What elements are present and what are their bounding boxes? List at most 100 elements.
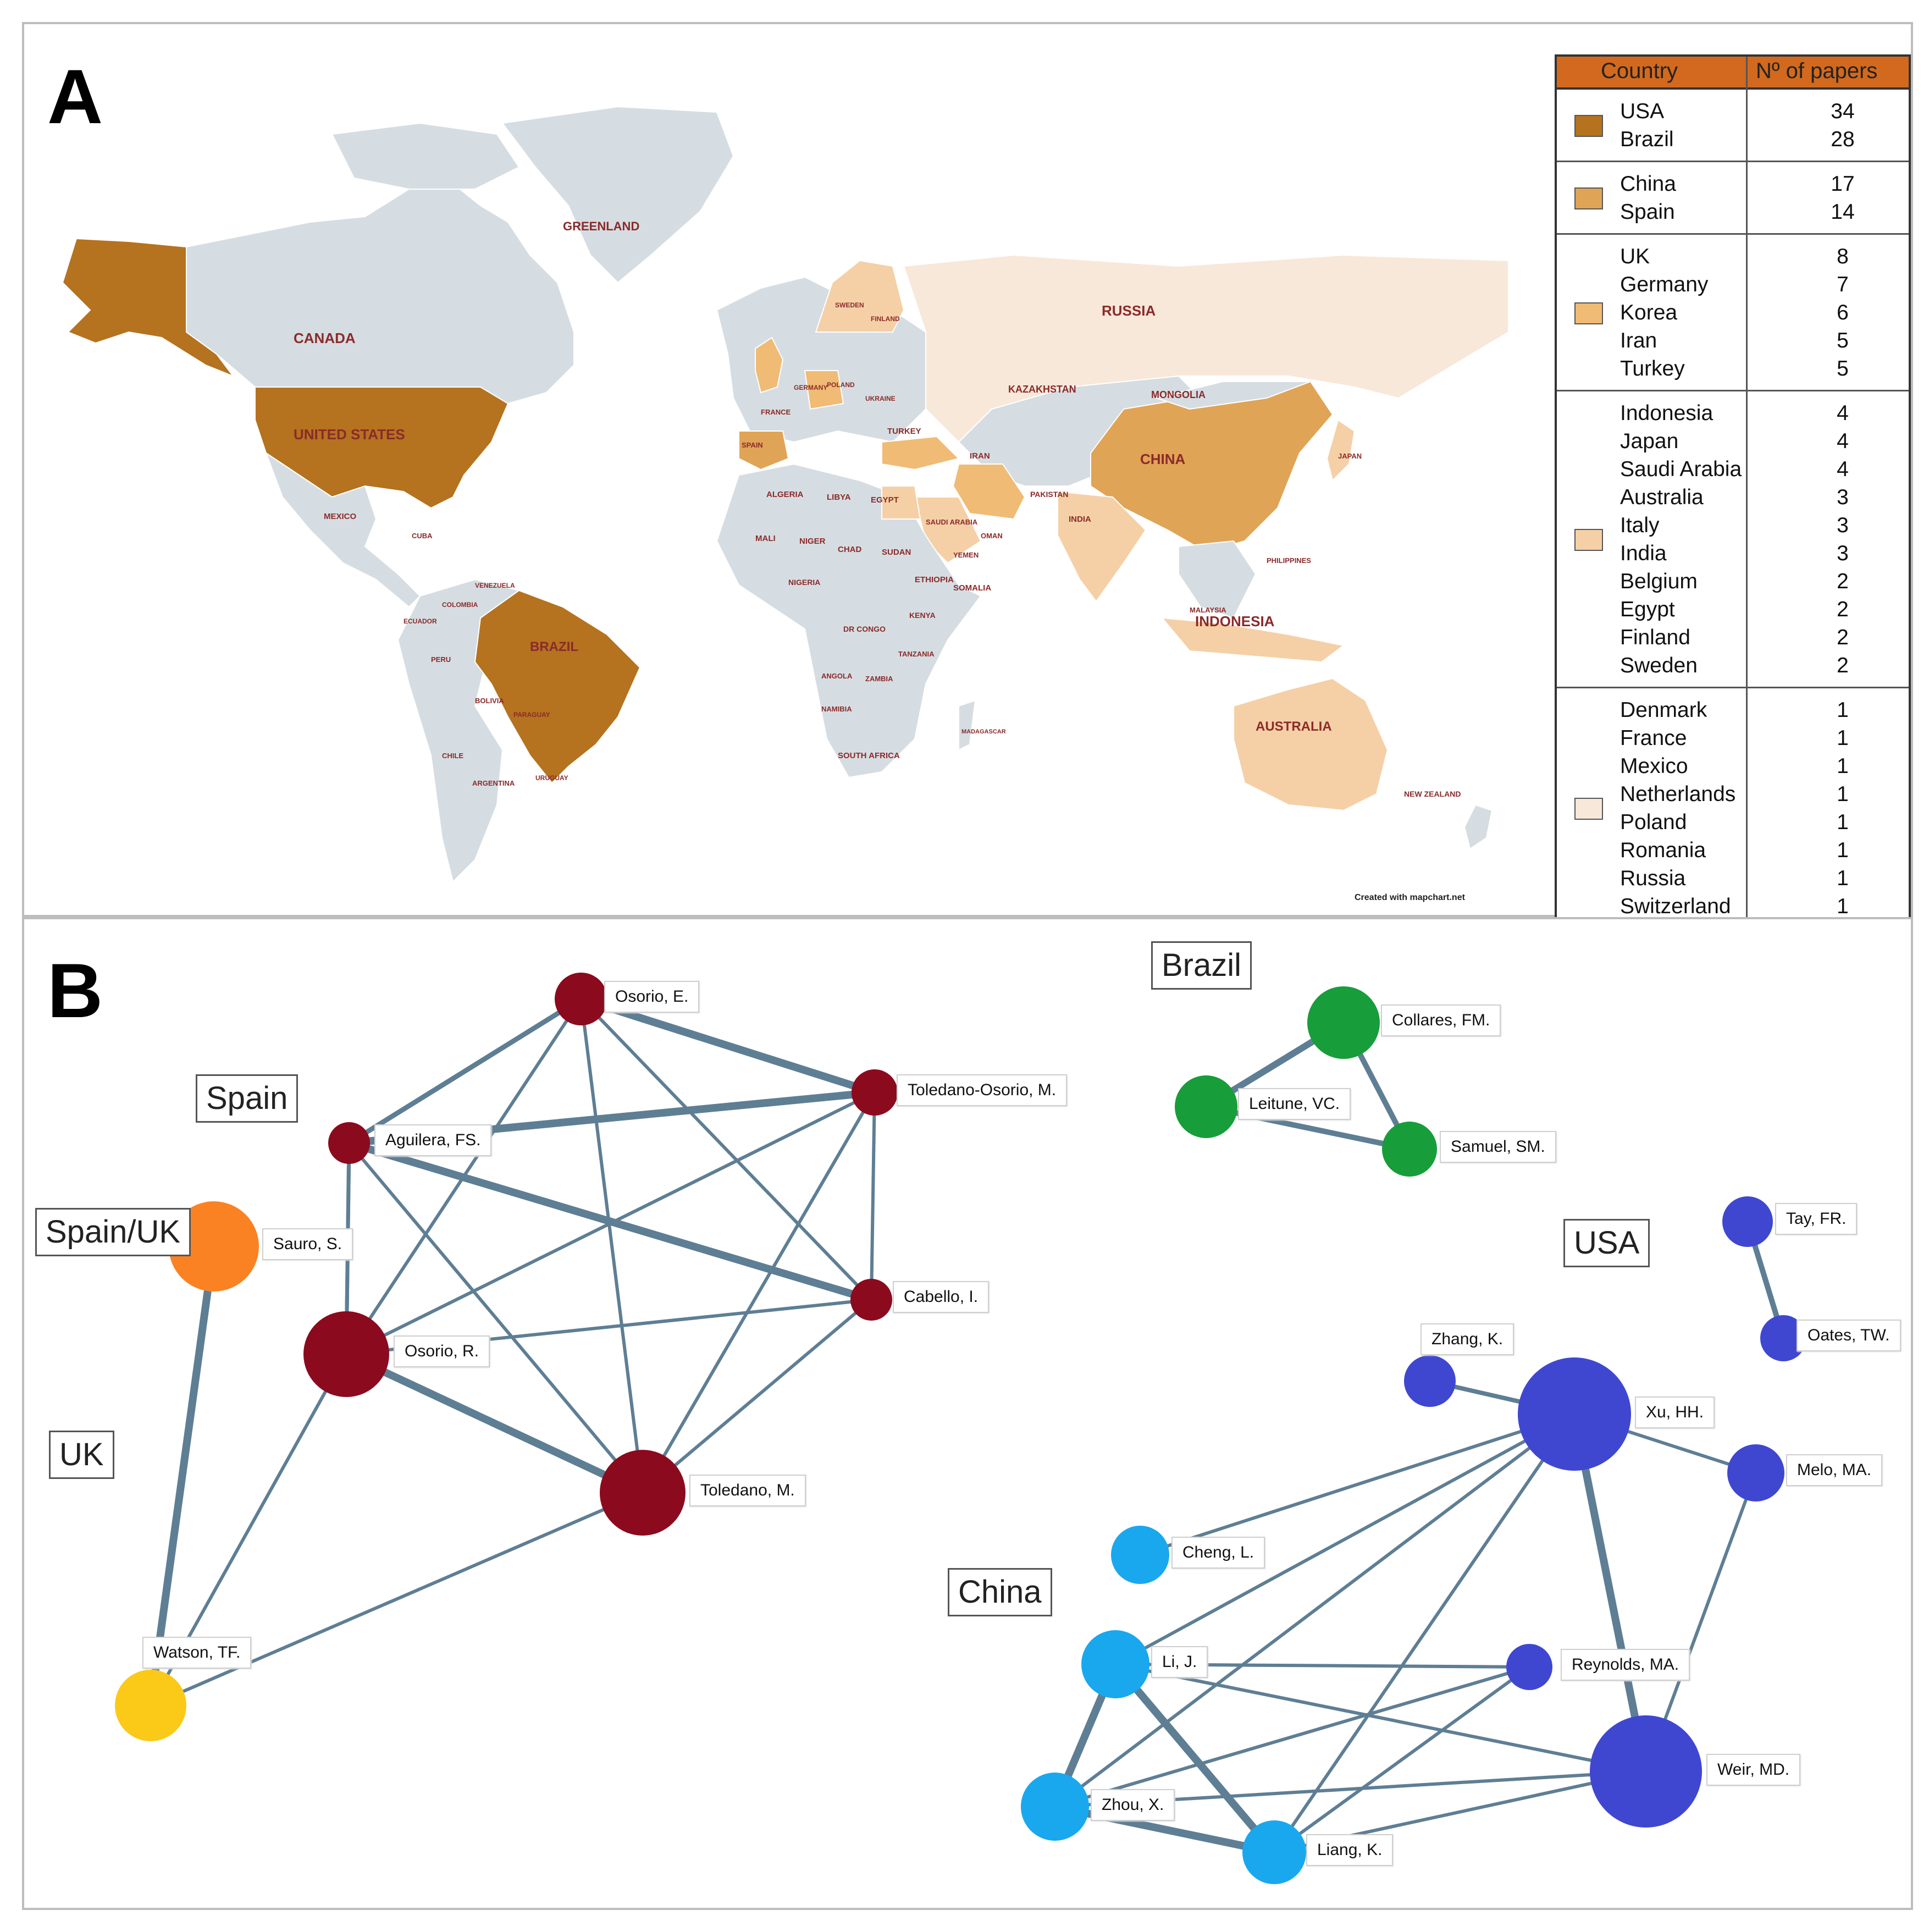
map-credit: Created with mapchart.net	[1355, 893, 1465, 902]
node-samuel[interactable]	[1382, 1122, 1437, 1177]
map-label-finland: FINLAND	[871, 315, 900, 323]
edge-li-liang	[1112, 1660, 1278, 1856]
legend-count: 7	[1837, 273, 1849, 296]
edge-toledano_osorio-toledano_m	[641, 1091, 876, 1494]
legend-country: Romania	[1620, 838, 1706, 862]
legend-count: 4	[1837, 429, 1849, 453]
node-leitune[interactable]	[1175, 1075, 1237, 1138]
map-label-australia: AUSTRALIA	[1256, 719, 1332, 734]
node-li[interactable]	[1081, 1630, 1149, 1698]
region-indonesia	[1160, 617, 1345, 663]
map-label-germany: GERMANY	[794, 384, 827, 391]
edge-xu-liang	[1273, 1412, 1576, 1854]
node-label-liang: Liang, K.	[1306, 1834, 1394, 1866]
region-brazil	[474, 589, 641, 784]
region-mexico	[264, 451, 421, 608]
region-mongolia	[1154, 381, 1311, 410]
node-osorio_e[interactable]	[555, 973, 607, 1025]
node-label-cheng: Cheng, L.	[1171, 1537, 1265, 1569]
region-egypt	[881, 485, 921, 520]
node-watson[interactable]	[115, 1670, 186, 1741]
map-label-uruguay: URUGUAY	[535, 774, 568, 782]
map-label-south-africa: SOUTH AFRICA	[838, 751, 900, 760]
map-label-mexico: MEXICO	[324, 512, 357, 521]
legend-header-country: Country	[1601, 59, 1678, 83]
map-label-pakistan: PAKISTAN	[1030, 490, 1068, 499]
legend-country: India	[1620, 542, 1667, 565]
legend-count: 1	[1837, 895, 1849, 918]
map-label-new-zealand: NEW ZEALAND	[1404, 790, 1461, 798]
region-russia	[903, 254, 1509, 443]
node-zhou[interactable]	[1021, 1773, 1089, 1841]
legend-header: Country Nº of papers	[1557, 57, 1909, 90]
legend-country: Belgium	[1620, 570, 1698, 593]
map-label-zambia: ZAMBIA	[865, 675, 893, 683]
node-toledano_osorio[interactable]	[852, 1069, 898, 1116]
legend-country: Sweden	[1620, 654, 1698, 677]
group-label-spain: Spain	[196, 1074, 299, 1123]
legend-group: China Spain 17 14	[1557, 162, 1909, 235]
map-label-ukraine: UKRAINE	[865, 395, 896, 402]
region-spain	[738, 430, 789, 471]
legend-count: 34	[1831, 100, 1855, 123]
map-label-ethiopia: ETHIOPIA	[915, 575, 954, 584]
map-label-mali: MALI	[755, 534, 776, 543]
edge-aguilera-cabello	[345, 1139, 875, 1304]
legend-country: Mexico	[1620, 754, 1688, 778]
node-toledano_m[interactable]	[600, 1450, 686, 1536]
node-label-aguilera: Aguilera, FS.	[374, 1124, 492, 1156]
node-label-osorio_r: Osorio, R.	[394, 1335, 490, 1367]
region-iran	[952, 463, 1026, 520]
node-aguilera[interactable]	[328, 1122, 370, 1164]
map-label-venezuela: VENEZUELA	[475, 582, 515, 589]
node-liang[interactable]	[1242, 1820, 1306, 1884]
map-label-malaysia: MALAYSIA	[1190, 606, 1226, 614]
region-uk	[755, 336, 784, 394]
legend-count: 1	[1837, 698, 1849, 722]
legend-country: Saudi Arabia	[1620, 457, 1742, 481]
map-label-kenya: KENYA	[909, 611, 936, 620]
legend-country: UK	[1620, 245, 1650, 268]
node-osorio_r[interactable]	[303, 1311, 389, 1397]
edge-weir-li	[1114, 1663, 1648, 1773]
node-xu[interactable]	[1518, 1357, 1631, 1471]
map-label-japan: JAPAN	[1338, 452, 1362, 460]
region-arctic-islands	[331, 122, 520, 190]
legend-group: Denmark France Mexico Netherlands Poland Roma…	[1557, 688, 1909, 929]
node-label-melo: Melo, MA.	[1786, 1454, 1883, 1486]
legend-count-list: 34 28	[1815, 97, 1870, 153]
legend-count-list: 17 14	[1815, 170, 1870, 226]
legend-country: Denmark	[1620, 698, 1707, 722]
node-sauro[interactable]	[169, 1201, 259, 1291]
node-cabello[interactable]	[850, 1279, 892, 1321]
map-label-namibia: NAMIBIA	[821, 705, 852, 713]
region-india	[1057, 490, 1147, 603]
map-label-france: FRANCE	[761, 408, 791, 416]
node-weir[interactable]	[1590, 1715, 1702, 1828]
legend-divider	[1746, 57, 1748, 926]
legend-country: Turkey	[1620, 357, 1685, 380]
node-melo[interactable]	[1727, 1444, 1784, 1502]
node-collares[interactable]	[1307, 986, 1380, 1059]
legend-count: 28	[1831, 128, 1855, 151]
legend-group: Indonesia Japan Saudi Arabia Australia Italy…	[1557, 391, 1909, 688]
map-label-brazil: BRAZIL	[530, 639, 578, 654]
node-reynolds[interactable]	[1506, 1644, 1552, 1690]
node-label-leitune: Leitune, VC.	[1238, 1088, 1351, 1120]
node-oates[interactable]	[1760, 1315, 1806, 1361]
map-label-angola: ANGOLA	[821, 672, 853, 680]
group-label-uk: UK	[49, 1431, 114, 1479]
node-label-watson: Watson, TF.	[142, 1637, 252, 1669]
node-tay[interactable]	[1722, 1196, 1773, 1247]
legend-country: Indonesia	[1620, 401, 1714, 425]
legend-count: 2	[1837, 626, 1849, 649]
legend-country-list: USA Brazil	[1620, 97, 1674, 153]
legend-country: Poland	[1620, 810, 1687, 834]
legend-swatch	[1574, 529, 1603, 551]
map-label-argentina: ARGENTINA	[472, 779, 515, 787]
node-cheng[interactable]	[1111, 1526, 1169, 1584]
legend-count: 1	[1837, 782, 1849, 806]
edge-cabello-toledano_m	[641, 1298, 873, 1494]
legend-country: Iran	[1620, 329, 1657, 352]
node-zhang[interactable]	[1404, 1355, 1456, 1407]
